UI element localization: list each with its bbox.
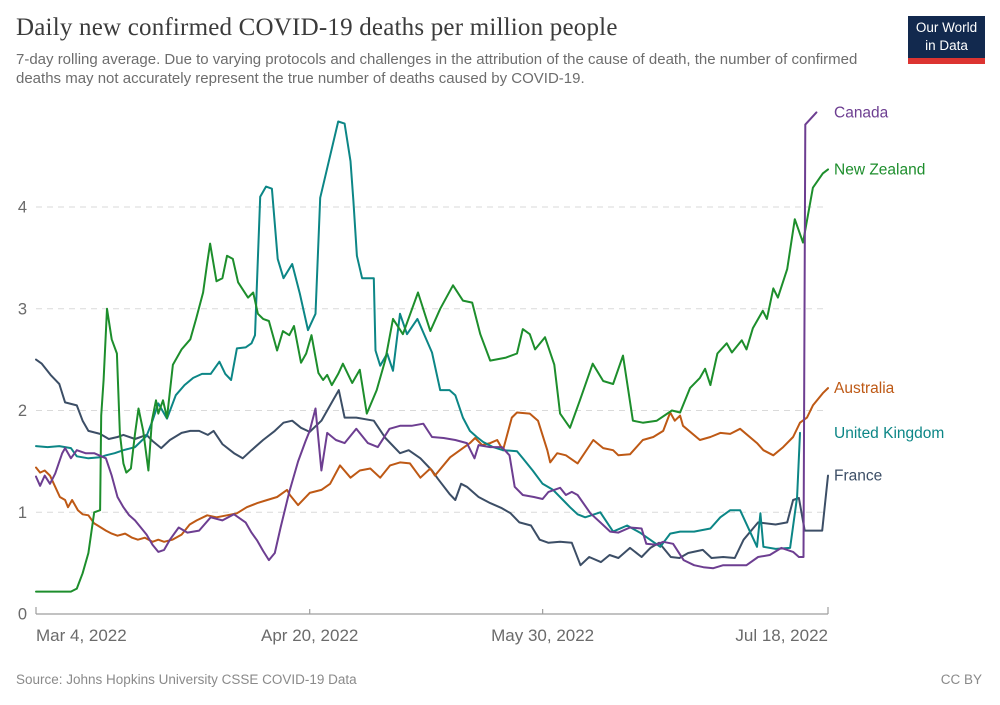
license-link[interactable]: CC BY [940,672,982,687]
x-tick-label-0: Mar 4, 2022 [36,626,127,645]
x-tick-label-2: May 30, 2022 [491,626,594,645]
series-label-canada[interactable]: Canada [834,104,889,121]
line-france[interactable] [35,358,829,567]
series-label-australia[interactable]: Australia [834,380,895,397]
owid-logo[interactable]: Our World in Data [908,16,985,64]
chart-title: Daily new confirmed COVID-19 deaths per … [16,14,618,41]
y-tick-label-0: 0 [18,606,27,624]
source-note: Source: Johns Hopkins University CSSE CO… [16,672,357,687]
line-new-zealand[interactable] [35,168,829,593]
chart-footer: Source: Johns Hopkins University CSSE CO… [0,664,1000,705]
chart-header: Daily new confirmed COVID-19 deaths per … [16,14,896,88]
series-label-new-zealand[interactable]: New Zealand [834,161,925,178]
series-label-united-kingdom[interactable]: United Kingdom [834,425,944,442]
y-tick-label-4: 4 [18,199,27,217]
line-canada[interactable] [35,111,818,570]
y-tick-label-3: 3 [18,300,27,318]
y-tick-label-2: 2 [18,402,27,420]
owid-logo-text: Our World in Data [915,20,978,53]
chart-subtitle: 7-day rolling average. Due to varying pr… [16,51,858,88]
x-tick-label-3: Jul 18, 2022 [735,626,828,645]
line-australia[interactable] [35,387,829,543]
y-tick-label-1: 1 [18,504,27,522]
series-label-france[interactable]: France [834,468,882,485]
line-united-kingdom[interactable] [35,120,801,550]
x-tick-label-1: Apr 20, 2022 [261,626,358,645]
